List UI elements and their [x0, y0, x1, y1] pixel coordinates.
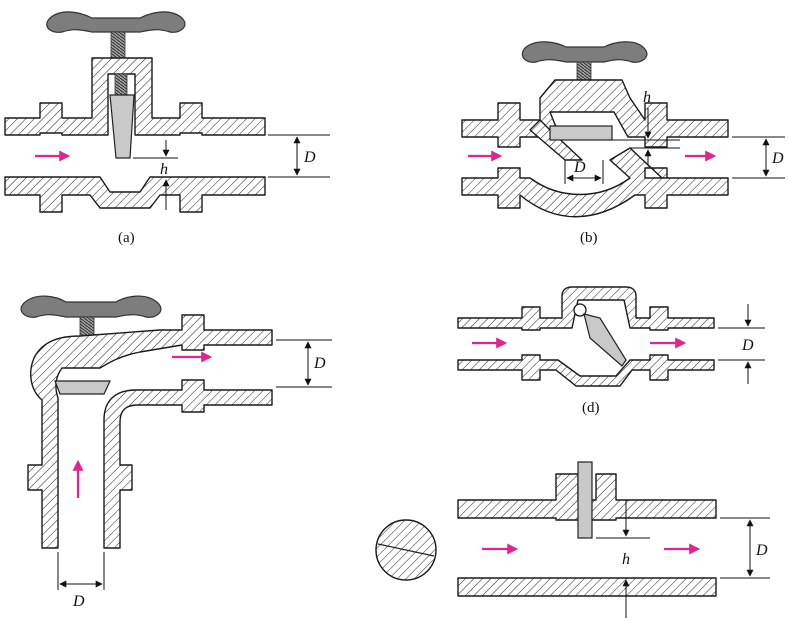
butterfly-plate-e: [577, 461, 593, 539]
stem-a: [110, 31, 126, 59]
panel-e-butterfly-valve: h D: [375, 461, 770, 618]
handle-b: [521, 41, 648, 63]
pipe-wall-lower-e: [457, 577, 717, 597]
dim-label-d-bottom-c: D: [72, 593, 85, 610]
dim-label-d-b: D: [771, 150, 784, 167]
pipe-wall-lower-b: [461, 147, 729, 218]
handle-a: [46, 11, 186, 33]
pipe-wall-upper-e: [457, 473, 717, 521]
pipe-wall-lower-d: [457, 354, 715, 387]
pipe-wall-outer-c: [27, 314, 273, 549]
swing-disc-d: [583, 313, 627, 367]
panel-c-angle-valve: D D: [20, 295, 332, 610]
valve-disc-c: [54, 380, 111, 395]
dim-label-h-e: h: [622, 551, 630, 568]
pipe-wall-upper-a: [4, 57, 266, 136]
gate-wedge-a: [109, 94, 135, 159]
pipe-wall-lower-a: [4, 176, 266, 213]
pipe-wall-upper-d: [457, 286, 715, 331]
dim-label-inner-d-b: D: [573, 159, 586, 176]
dim-label-d-a: D: [303, 149, 316, 166]
panel-d-check-valve: D (d): [457, 286, 765, 416]
dim-label-h-b: h: [643, 89, 651, 106]
panel-b-globe-valve: D h D (b): [461, 41, 785, 246]
stem-b: [576, 61, 592, 81]
valve-disc-b: [549, 125, 613, 141]
handle-c: [20, 295, 162, 318]
caption-d: (d): [582, 400, 600, 416]
dim-label-d-d: D: [741, 337, 754, 354]
caption-a: (a): [118, 230, 135, 246]
dim-label-h-a: h: [160, 161, 168, 178]
pipe-wall-upper-b: [461, 79, 729, 148]
caption-b: (b): [580, 230, 598, 246]
panel-a-gate-valve: h D (a): [4, 11, 330, 246]
hinge-pin-d: [573, 303, 587, 317]
screw-a: [114, 73, 128, 97]
dim-label-d-right-c: D: [313, 355, 326, 372]
dim-label-d-e: D: [755, 542, 768, 559]
pipe-wall-inner-c: [103, 379, 273, 549]
